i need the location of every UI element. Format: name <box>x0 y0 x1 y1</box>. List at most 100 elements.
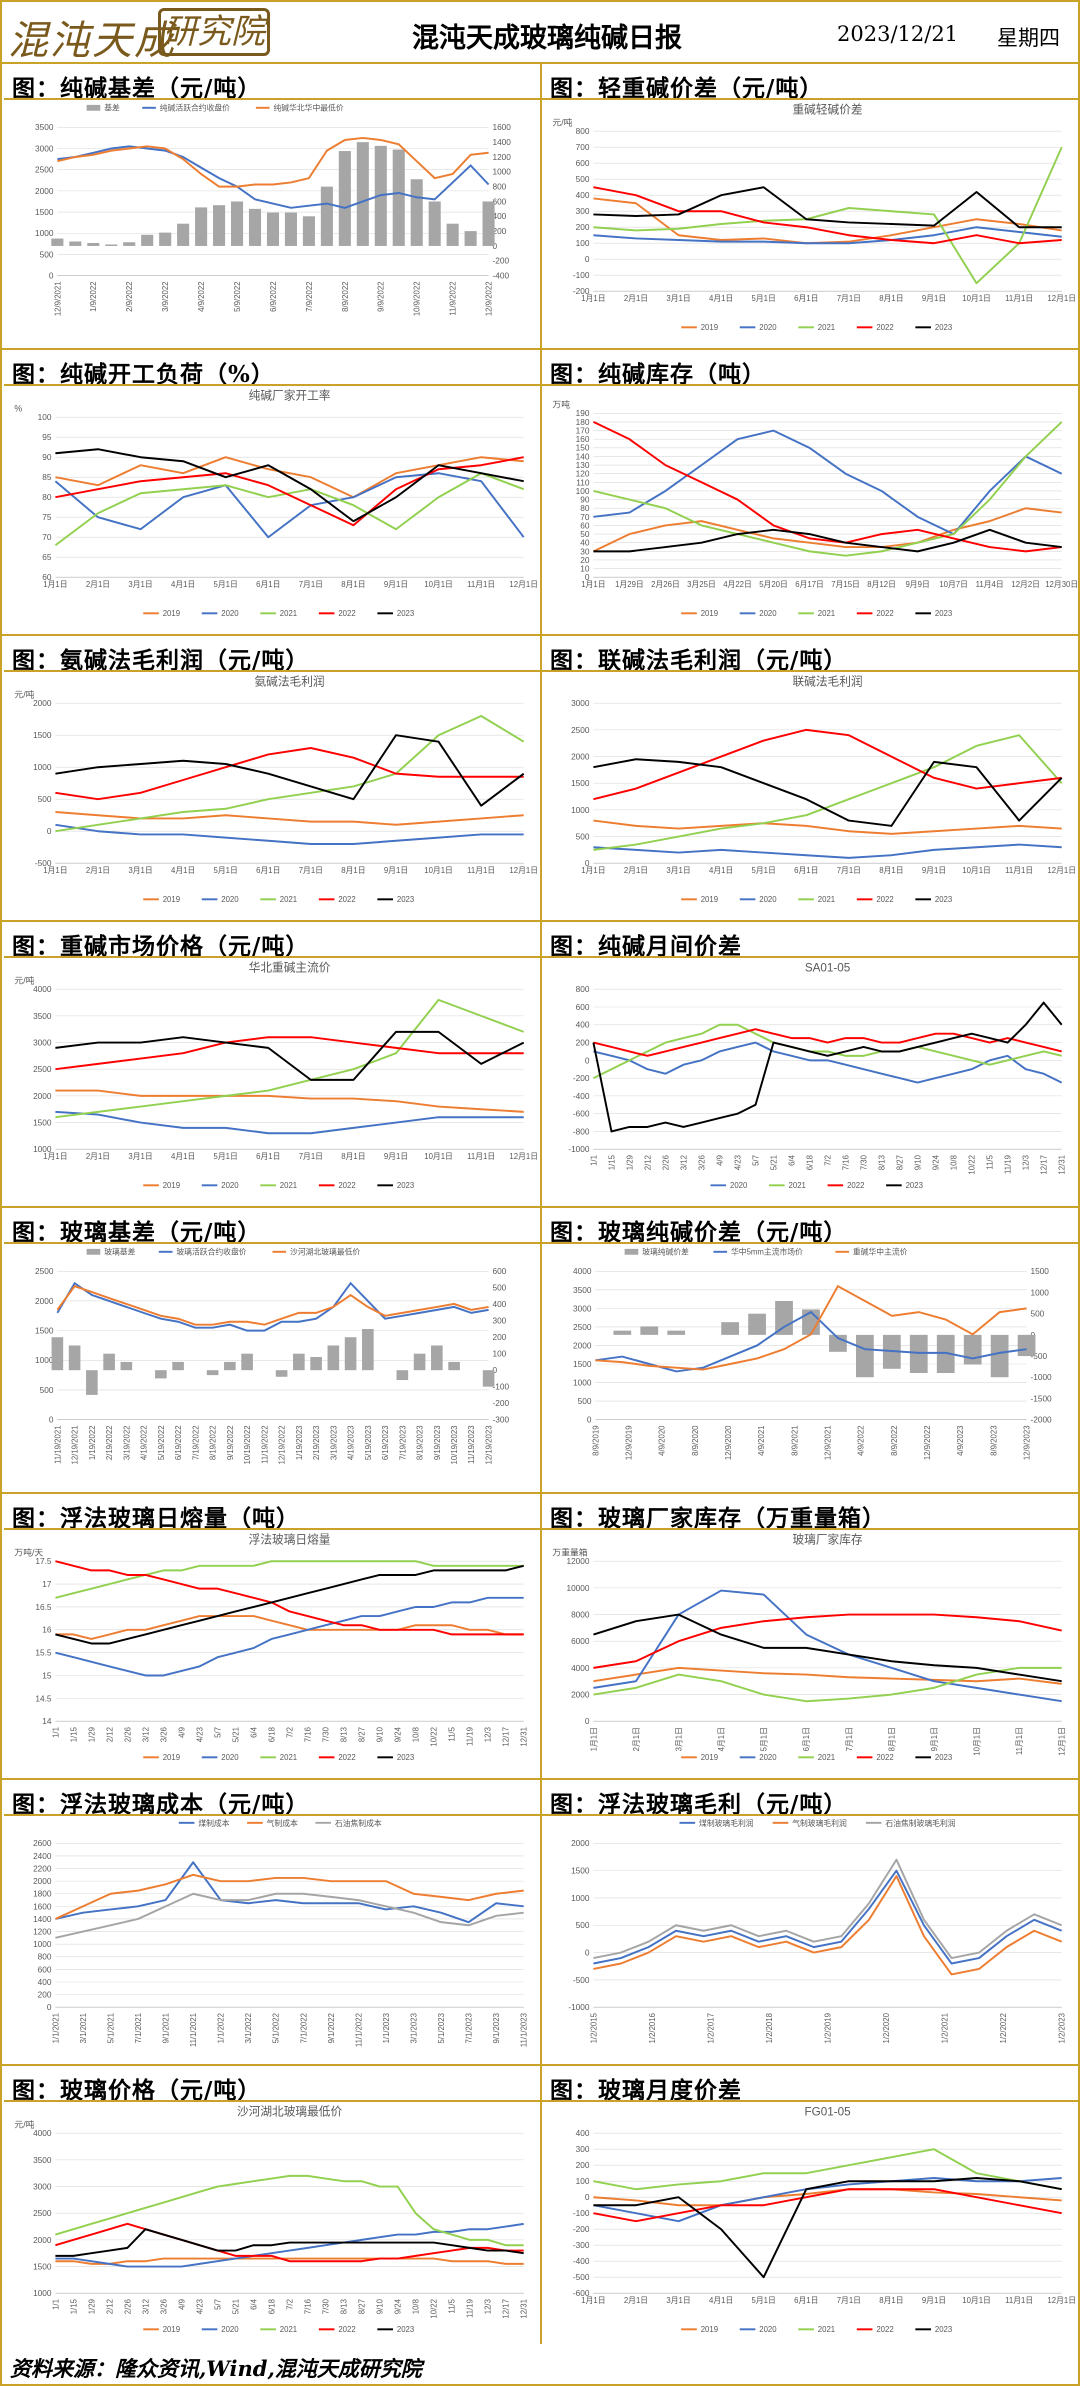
x-tick-label: 5月1日 <box>760 1727 769 1751</box>
y2-tick-label: 0 <box>492 241 497 251</box>
basis-bar <box>431 1345 443 1371</box>
y-tick-label: 0 <box>585 2192 590 2202</box>
x-tick-label: 11/1/2022 <box>354 2013 363 2047</box>
y-tick-label: 400 <box>576 190 590 200</box>
x-tick-label: 4月22日 <box>723 580 752 589</box>
svg-text:气制成本: 气制成本 <box>267 1818 298 1828</box>
legend-item: 2021 <box>798 1753 835 1762</box>
x-tick-label: 7月1日 <box>837 294 861 303</box>
x-tick-label: 10月1日 <box>962 294 991 303</box>
title-separator <box>542 956 1078 958</box>
x-tick-label: 9月1日 <box>384 1152 408 1161</box>
basis-bar <box>464 231 477 246</box>
legend-item: 2019 <box>681 609 718 618</box>
y-tick-label: 0 <box>585 1716 590 1726</box>
y-tick-label: -1000 <box>568 1144 590 1154</box>
y-tick-label: 16 <box>42 1625 52 1635</box>
y-tick-label: 90 <box>42 452 52 462</box>
x-tick-label: 11/5 <box>448 2298 457 2313</box>
title-separator <box>542 1242 1078 1244</box>
x-tick-label: 11/19/2021 <box>53 1425 62 1463</box>
series-line-2020 <box>55 823 524 845</box>
x-tick-label: 5月1日 <box>214 866 238 875</box>
y-unit-label: 万吨 <box>552 398 570 409</box>
y2-tick-label: -300 <box>492 1415 509 1425</box>
x-tick-label: 5/1/2022 <box>272 2013 281 2043</box>
y-tick-label: 15 <box>42 1670 52 1680</box>
panel-title: 图：浮法玻璃日熔量（吨） <box>12 1505 300 1532</box>
panel-12: 图：玻璃厂家库存（万重量箱） 玻璃厂家库存 万重量箱 0 2000 4000 6000 800… <box>542 1494 1078 1780</box>
x-tick-label: 2月1日 <box>632 1727 641 1751</box>
y-tick-label: 3000 <box>571 698 590 708</box>
y-tick-label: 100 <box>576 2176 590 2186</box>
svg-text:2022: 2022 <box>876 895 893 904</box>
svg-text:2019: 2019 <box>163 1181 180 1190</box>
series-line-2019 <box>55 1089 524 1113</box>
x-tick-label: 9/19/2022 <box>226 1425 235 1460</box>
legend-item: 2020 <box>201 609 239 618</box>
x-tick-label: 2月1日 <box>624 294 648 303</box>
basis-bar <box>413 1353 426 1371</box>
svg-text:华中5mm主流市场价: 华中5mm主流市场价 <box>731 1247 803 1257</box>
y-tick-label: 500 <box>576 1920 590 1930</box>
y-tick-label: 14 <box>42 1716 52 1726</box>
y-tick-label: 500 <box>576 831 590 841</box>
x-tick-label: 10月1日 <box>962 2296 991 2305</box>
series-line-2022 <box>593 728 1062 801</box>
legend-item: 石油焦制玻璃毛利润 <box>865 1818 956 1828</box>
svg-text:2021: 2021 <box>818 609 835 618</box>
series-line-2021 <box>54 472 525 546</box>
y-tick-label: 1200 <box>33 1926 52 1936</box>
series-line-2021 <box>55 2174 524 2247</box>
x-tick-label: 2/12 <box>105 2299 114 2314</box>
title-separator <box>542 2100 1078 2102</box>
svg-text:2019: 2019 <box>163 1753 180 1762</box>
panel-title: 图：纯碱基差（元/吨） <box>12 75 262 102</box>
x-tick-label: 2/26 <box>123 2299 132 2314</box>
y-tick-label: 800 <box>576 984 590 994</box>
x-tick-label: 9月1日 <box>922 866 946 875</box>
svg-text:沙河湖北玻璃最低价: 沙河湖北玻璃最低价 <box>290 1247 360 1257</box>
legend-item: 2022 <box>827 1181 864 1190</box>
legend-item: 2023 <box>377 2325 414 2334</box>
x-tick-label: 8/27 <box>896 1155 905 1170</box>
y-tick-label: 4000 <box>571 1663 590 1673</box>
x-tick-label: 8/13 <box>878 1155 887 1170</box>
x-tick-label: 4/23 <box>733 1155 742 1170</box>
series-line-2020 <box>593 429 1063 536</box>
x-tick-label: 6月1日 <box>256 1152 280 1161</box>
x-tick-label: 5月1日 <box>752 866 776 875</box>
y2-tick-label: 1500 <box>1030 1266 1049 1276</box>
legend-item: 纯碱华北华中最低价 <box>255 103 344 113</box>
series-line-2020 <box>593 843 1062 859</box>
svg-text:2022: 2022 <box>847 1181 864 1190</box>
x-tick-label: 4月1日 <box>171 580 195 589</box>
y2-tick-label: -200 <box>492 1398 509 1408</box>
x-tick-label: 1/1 <box>51 2299 60 2310</box>
x-tick-label: 1/15 <box>607 1154 616 1170</box>
svg-text:重碱华中主流价: 重碱华中主流价 <box>853 1247 908 1257</box>
y-tick-label: 3000 <box>573 1303 592 1313</box>
x-tick-label: 9月1日 <box>922 2296 946 2305</box>
y-tick-label: 500 <box>40 1385 54 1395</box>
y-tick-label: 3500 <box>33 2155 52 2165</box>
x-tick-label: 9/1/2022 <box>327 2013 336 2043</box>
panel-15: 图：玻璃价格（元/吨） 沙河湖北玻璃最低价 元/吨 1000 1500 2000 2500 3… <box>4 2066 540 2352</box>
y-tick-label: 0 <box>585 1948 590 1958</box>
x-tick-label: 7/1/2021 <box>134 2013 143 2043</box>
y-tick-label: 2600 <box>33 1838 52 1848</box>
column-divider <box>540 64 542 2344</box>
x-tick-label: 1/2/2023 <box>1058 2013 1067 2043</box>
svg-text:2021: 2021 <box>818 2325 835 2334</box>
y2-tick-label: -400 <box>492 271 509 281</box>
series-line-2023 <box>55 1564 524 1645</box>
x-tick-label: 1月1日 <box>581 866 605 875</box>
legend-item: 沙河湖北玻璃最低价 <box>272 1247 360 1257</box>
legend-item: 气制成本 <box>247 1818 298 1828</box>
series-line <box>57 145 490 209</box>
